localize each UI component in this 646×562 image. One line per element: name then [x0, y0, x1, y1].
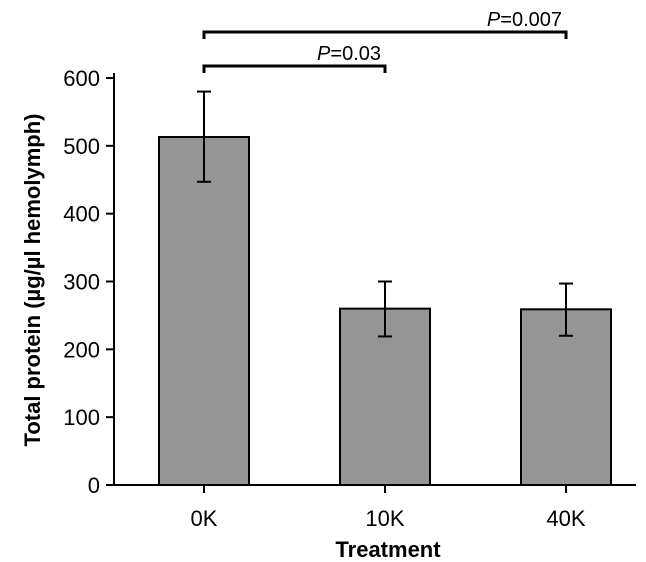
p-symbol: P	[487, 9, 501, 31]
p-value-label: P=0.03	[317, 43, 381, 65]
significance-bracket-0K-10K: P=0.03	[202, 43, 387, 73]
error-bar-10K	[378, 280, 392, 338]
x-tick-label-40K: 40K	[546, 506, 585, 531]
error-bar-0K	[197, 90, 211, 183]
error-bar-40K	[559, 282, 573, 337]
p-value: =0.007	[500, 9, 562, 31]
y-tick-label-100: 100	[63, 405, 100, 430]
significance-bracket-0K-40K: P=0.007	[202, 9, 568, 39]
y-tick-label-0: 0	[88, 473, 100, 498]
y-tick-label-300: 300	[63, 270, 100, 295]
bar-10K	[339, 307, 431, 486]
x-axis-title: Treatment	[335, 537, 441, 562]
bracket-line	[202, 64, 387, 73]
x-tick-label-0K: 0K	[191, 506, 218, 531]
p-value-label: P=0.007	[487, 9, 562, 31]
bracket-line	[202, 30, 568, 39]
y-axis-title: Total protein (µg/µl hemolymph)	[20, 114, 45, 447]
p-symbol: P	[317, 43, 331, 65]
x-ticks-layer: 0K 10K 40K	[191, 485, 586, 531]
x-tick-label-10K: 10K	[365, 506, 404, 531]
y-tick-label-600: 600	[63, 66, 100, 91]
p-value: =0.03	[330, 43, 381, 65]
y-tick-label-200: 200	[63, 337, 100, 362]
significance-layer: P=0.03P=0.007	[202, 9, 568, 73]
y-tick-label-400: 400	[63, 202, 100, 227]
y-ticks-layer: 0 100 200 300 400 500 600	[63, 66, 114, 498]
y-tick-label-500: 500	[63, 134, 100, 159]
error-bars-layer	[197, 90, 573, 338]
bar-0K	[158, 136, 250, 486]
